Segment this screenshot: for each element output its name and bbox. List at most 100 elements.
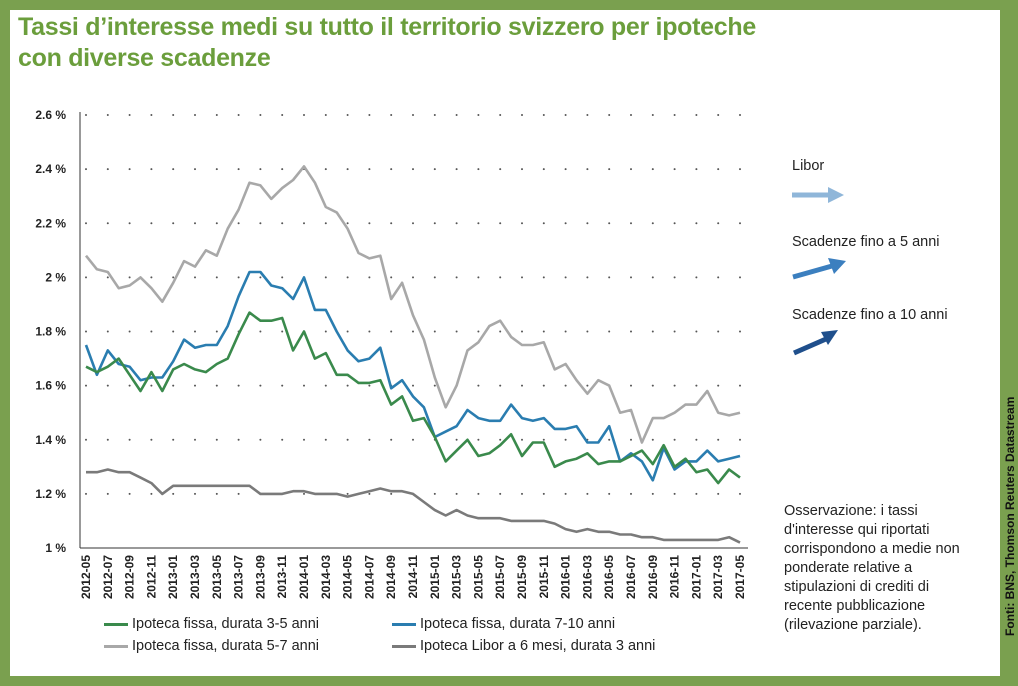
libor-arrow-icon <box>792 187 844 203</box>
grid-dots <box>85 114 741 495</box>
grid-dot <box>368 330 371 333</box>
grid-dot <box>586 330 589 333</box>
grid-dot <box>194 330 196 333</box>
grid-dot <box>303 114 305 116</box>
grid-dot <box>477 384 480 387</box>
grid-dot <box>651 276 654 279</box>
chart-frame <box>10 10 1000 676</box>
x-tick-label: 2016-11 <box>668 555 682 599</box>
grid-dot <box>324 438 327 441</box>
grid-dot <box>499 492 502 495</box>
grid-dot <box>259 438 262 441</box>
grid-dot <box>390 438 393 441</box>
x-tick-label: 2014-05 <box>341 555 355 599</box>
grid-dot <box>564 492 567 495</box>
grid-dot <box>630 222 632 225</box>
grid-dot <box>455 168 458 171</box>
grid-dot <box>673 114 676 116</box>
grid-dot <box>695 276 698 279</box>
y-tick-label: 1.8 % <box>35 325 66 339</box>
grid-dot <box>150 276 153 279</box>
x-axis-ticks: 2012-05 2012-07 2012-09 2012-11 2013-01 2013-… <box>79 555 747 599</box>
grid-dot <box>128 276 131 279</box>
grid-dot <box>346 330 349 333</box>
grid-dot <box>346 222 349 225</box>
grid-dot <box>215 222 218 225</box>
grid-dot <box>739 384 741 387</box>
grid-dot <box>215 438 218 441</box>
grid-dot <box>215 492 218 495</box>
legend-label-series-1: Ipoteca fissa, durata 3-5 anni <box>132 616 320 632</box>
grid-dot <box>608 114 611 116</box>
grid-dot <box>477 492 480 495</box>
x-tick-label: 2013-05 <box>210 555 224 599</box>
grid-dot <box>455 438 458 441</box>
grid-dot <box>237 492 240 495</box>
grid-dot <box>433 114 436 116</box>
grid-dot <box>477 330 480 333</box>
x-tick-label: 2013-01 <box>166 555 180 599</box>
legend-label-series-3: Ipoteca fissa, durata 5-7 anni <box>132 638 320 654</box>
y-tick-label: 2.6 % <box>35 108 66 122</box>
grid-dot <box>172 330 175 333</box>
grid-dot <box>564 114 567 116</box>
arrow-label-libor: Libor <box>792 158 825 174</box>
grid-dot <box>564 438 567 441</box>
grid-dot <box>564 330 567 333</box>
grid-dot <box>412 276 414 279</box>
grid-dot <box>303 438 305 441</box>
grid-dot <box>237 114 240 116</box>
grid-dot <box>695 168 698 171</box>
grid-dot <box>433 384 436 387</box>
grid-dot <box>433 492 436 495</box>
grid-dot <box>106 330 109 333</box>
legend-swatch-series-1 <box>104 622 128 626</box>
series-line-4 <box>86 468 741 544</box>
grid-dot <box>739 222 741 225</box>
grid-dot <box>237 222 240 225</box>
grid-dot <box>521 222 523 225</box>
grid-dot <box>608 330 611 333</box>
grid-dot <box>390 276 393 279</box>
grid-dot <box>172 222 175 225</box>
grid-dot <box>128 114 131 116</box>
x-tick-label: 2015-01 <box>428 555 442 599</box>
grid-dot <box>215 330 218 333</box>
grid-dot <box>608 222 611 225</box>
grid-dot <box>346 114 349 116</box>
series-line-1 <box>85 311 741 485</box>
grid-dot <box>477 438 480 441</box>
grid-dot <box>346 438 349 441</box>
grid-dot <box>281 114 284 116</box>
x-tick-label: 2013-07 <box>232 555 246 599</box>
legend-label-series-4: Ipoteca Libor a 6 mesi, durata 3 anni <box>420 638 656 654</box>
grid-dot <box>412 384 414 387</box>
grid-dot <box>128 168 131 171</box>
grid-dot <box>324 276 327 279</box>
grid-dot <box>542 330 545 333</box>
grid-dot <box>651 384 654 387</box>
x-tick-label: 2013-09 <box>253 555 267 599</box>
grid-dot <box>368 384 371 387</box>
x-tick-label: 2015-11 <box>537 555 551 599</box>
grid-dot <box>499 222 502 225</box>
grid-dot <box>281 276 284 279</box>
grid-dot <box>324 114 327 116</box>
grid-dot <box>499 330 502 333</box>
grid-dot <box>412 330 414 333</box>
grid-dot <box>695 384 698 387</box>
grid-dot <box>150 222 153 225</box>
grid-dot <box>717 114 720 116</box>
grid-dot <box>564 276 567 279</box>
chart-title-line-2: con diverse scadenze <box>18 44 271 72</box>
grid-dot <box>150 330 153 333</box>
y-tick-label: 1 % <box>45 541 66 555</box>
chart-title: Tassi d’interesse medi su tutto il terri… <box>18 12 918 74</box>
grid-dot <box>368 492 371 495</box>
source-credit: Fonti: BNS, Thomson Reuters Datastream <box>1003 396 1017 636</box>
grid-dot <box>390 222 393 225</box>
grid-dot <box>172 276 175 279</box>
grid-dot <box>608 276 611 279</box>
legend-swatch-series-3 <box>104 644 128 648</box>
